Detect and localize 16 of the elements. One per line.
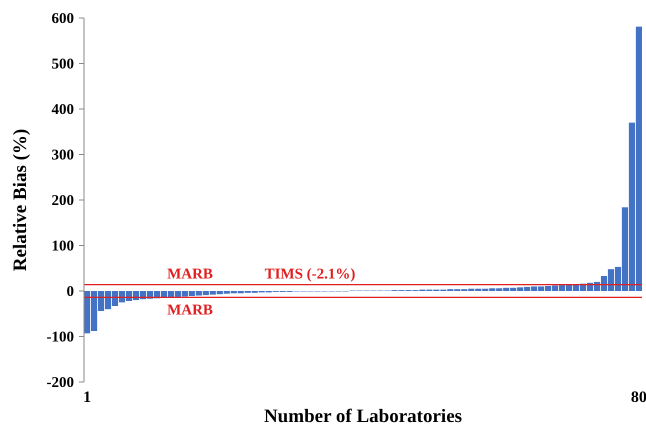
x-tick-label: 80 [630,389,646,406]
y-tick-label: 100 [52,238,74,254]
y-tick-label: 400 [52,102,74,118]
y-axis-title: Relative Bias (%) [10,128,31,272]
y-tick-label: -200 [46,375,74,391]
y-tick-label: 500 [52,56,74,72]
x-axis-title: Number of Laboratories [264,406,462,427]
annotation: TIMS (-2.1%) [264,266,356,283]
ref-line-label: MARB [167,266,213,283]
y-tick-label: 300 [52,148,74,164]
ref-line-label: MARB [167,302,213,318]
y-tick-label: 0 [66,284,74,300]
y-tick-label: -100 [46,330,74,346]
x-tick-label: 1 [83,389,92,406]
y-tick-label: 200 [52,193,74,209]
y-tick-label: 600 [52,11,74,27]
